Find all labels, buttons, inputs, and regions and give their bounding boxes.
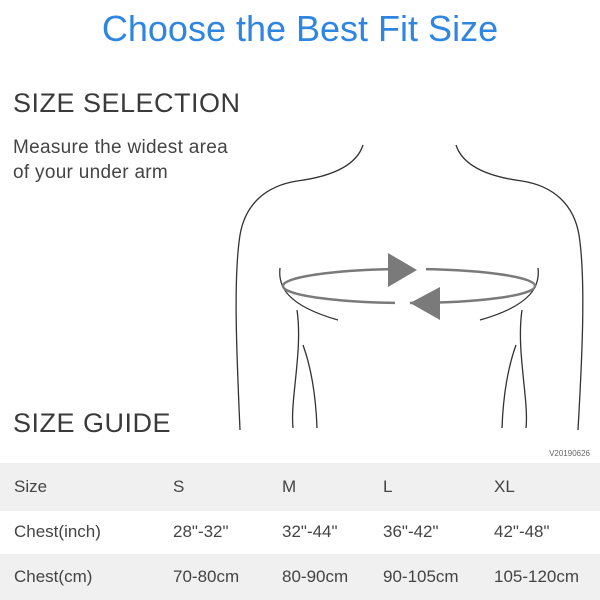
cell: S <box>173 477 185 496</box>
instruction-line-1: Measure the widest area <box>13 137 228 158</box>
version-label: V20190626 <box>549 449 590 458</box>
size-selection-heading: SIZE SELECTION <box>13 88 241 118</box>
cell: 80-90cm <box>282 567 349 586</box>
size-guide-heading: SIZE GUIDE <box>13 408 172 438</box>
torso-measurement-illustration <box>235 144 584 431</box>
cell: XL <box>494 477 515 496</box>
row-header: Chest(cm) <box>14 567 93 586</box>
cell: 28"-32" <box>173 522 229 541</box>
row-header: Chest(inch) <box>14 522 101 541</box>
cell: 32"-44" <box>282 522 338 541</box>
cell: 36"-42" <box>383 522 439 541</box>
cell: M <box>282 477 297 496</box>
arrow-left-icon <box>410 287 440 320</box>
table-row-chest-inch: Chest(inch) 28"-32" 32"-44" 36"-42" 42"-… <box>0 509 600 555</box>
arrow-right-icon <box>388 253 417 287</box>
measure-instructions: Measure the widest area of your under ar… <box>13 135 228 185</box>
torso-outline <box>235 144 584 431</box>
cell: 70-80cm <box>173 567 240 586</box>
cell: 42"-48" <box>494 522 550 541</box>
page-title: Choose the Best Fit Size <box>101 8 499 49</box>
cell: 105-120cm <box>494 567 580 586</box>
cell: L <box>383 477 393 496</box>
row-header: Size <box>14 477 48 496</box>
table-row-size: Size S M L XL <box>0 463 600 511</box>
cell: 90-105cm <box>383 567 459 586</box>
table-row-chest-cm: Chest(cm) 70-80cm 80-90cm 90-105cm 105-1… <box>0 554 600 600</box>
instruction-line-2: of your under arm <box>13 162 169 183</box>
